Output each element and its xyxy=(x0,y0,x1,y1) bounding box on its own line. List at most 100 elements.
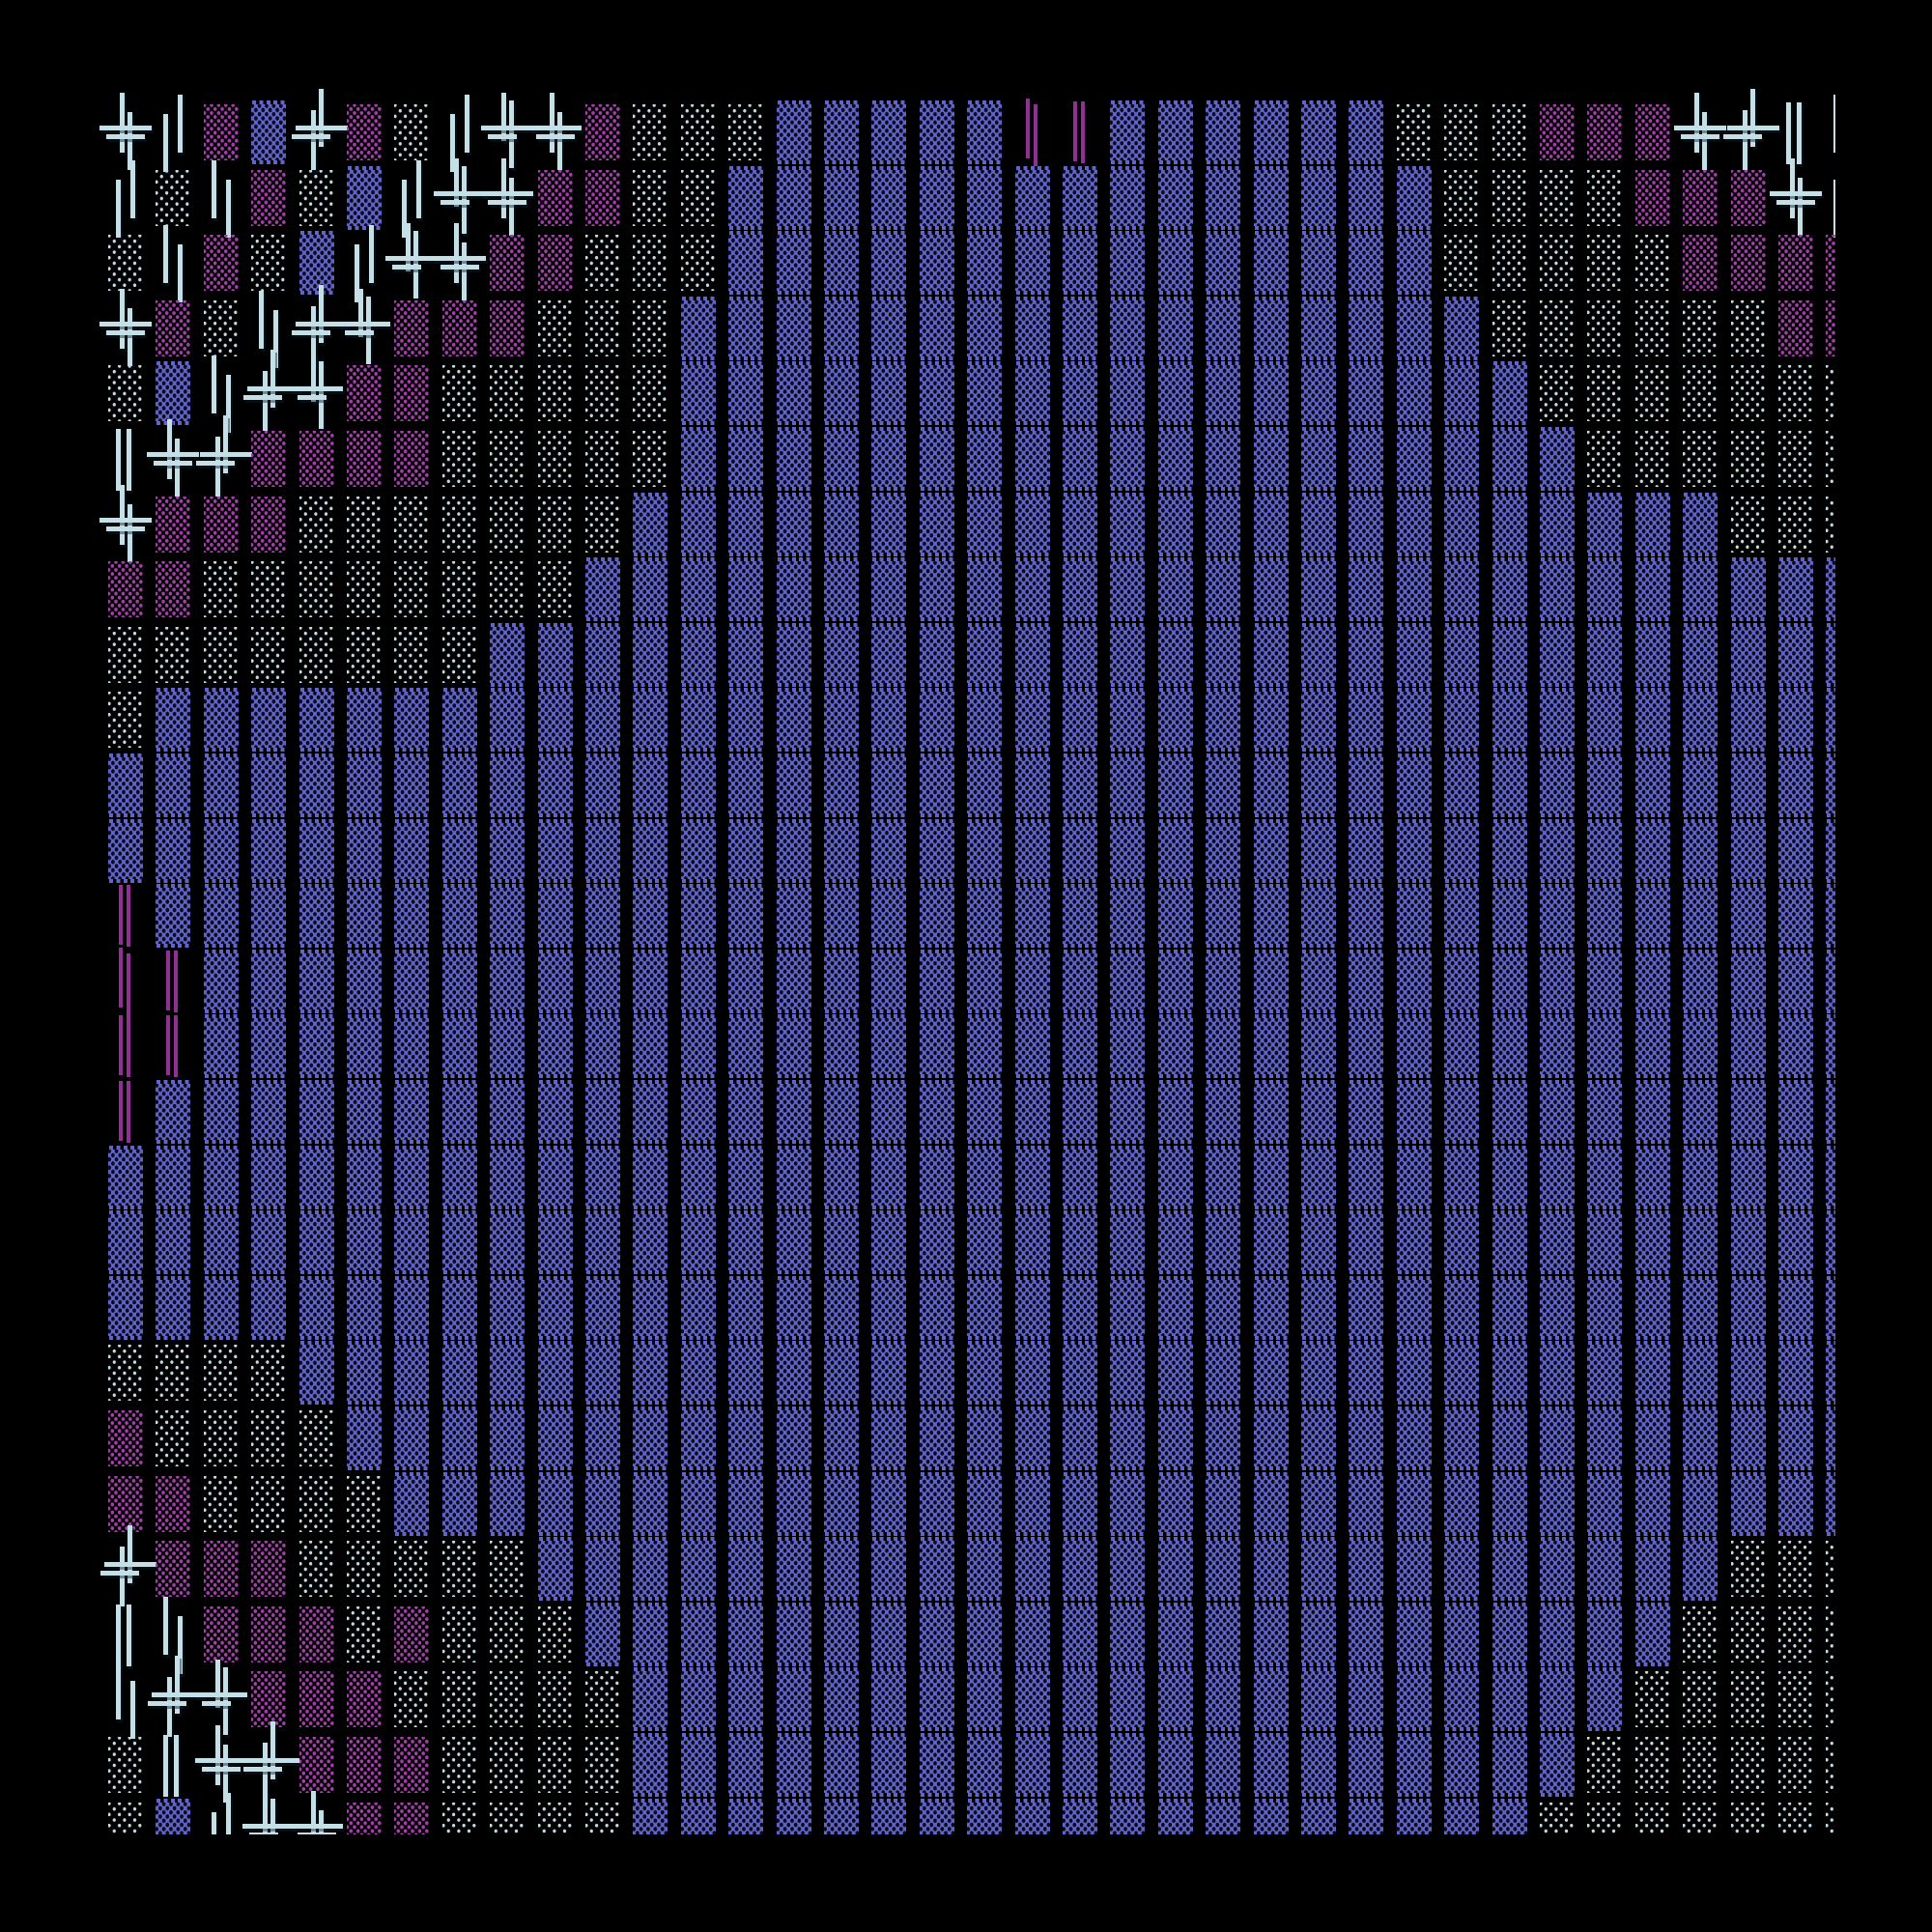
slate-weave-cell xyxy=(967,1733,1003,1797)
purple-dot-cell xyxy=(108,561,143,618)
cross-bar xyxy=(214,1660,220,1709)
cross-bar xyxy=(120,1547,125,1607)
slate-weave-cell xyxy=(680,1602,716,1666)
slate-weave-cell xyxy=(1301,1471,1336,1536)
light-dot-cell xyxy=(441,1737,477,1793)
slate-weave-cell xyxy=(919,949,954,1013)
light-cross-glyph xyxy=(481,157,534,236)
slate-weave-cell xyxy=(1492,1406,1527,1470)
slate-weave-cell xyxy=(776,1210,811,1275)
cross-bar xyxy=(556,112,562,170)
cross-bar xyxy=(406,223,412,272)
slate-weave-cell xyxy=(919,1014,954,1079)
slate-weave-cell xyxy=(776,1145,811,1209)
slate-weave-cell xyxy=(1014,1080,1050,1144)
slate-weave-cell xyxy=(728,1537,764,1602)
slate-weave-cell xyxy=(824,1798,859,1834)
light-dot-cell xyxy=(441,1671,477,1728)
slate-weave-cell xyxy=(967,688,1003,753)
light-line-pair-glyph xyxy=(108,159,143,238)
light-dot-cell xyxy=(585,496,620,553)
light-dot-cell xyxy=(1778,365,1813,422)
slate-weave-cell xyxy=(1587,1080,1623,1144)
light-dot-cell xyxy=(1826,1671,1835,1728)
slate-weave-cell xyxy=(585,1537,620,1602)
purple-dot-cell xyxy=(347,365,382,422)
slate-weave-cell xyxy=(824,1145,859,1209)
slate-weave-cell xyxy=(824,1210,859,1275)
cross-bar xyxy=(199,452,252,457)
slate-weave-cell xyxy=(1396,296,1432,360)
vertical-bar xyxy=(130,159,135,218)
slate-weave-cell xyxy=(1253,1733,1289,1797)
slate-weave-cell xyxy=(824,818,859,883)
slate-weave-cell xyxy=(1157,492,1193,556)
slate-weave-cell xyxy=(1730,753,1766,817)
slate-weave-cell xyxy=(1063,818,1097,883)
slate-weave-cell xyxy=(919,1406,954,1470)
slate-weave-cell xyxy=(1206,1210,1241,1275)
slate-weave-cell xyxy=(633,1667,668,1732)
slate-weave-cell xyxy=(1587,1471,1623,1536)
slate-weave-cell xyxy=(1301,688,1336,753)
vertical-bar xyxy=(178,1615,184,1674)
slate-weave-cell xyxy=(1014,753,1050,817)
slate-weave-cell xyxy=(1492,1537,1527,1602)
slate-weave-cell xyxy=(728,492,764,556)
slate-weave-cell xyxy=(967,818,1003,883)
slate-weave-cell xyxy=(1683,753,1719,817)
slate-weave-cell xyxy=(156,1210,191,1275)
slate-weave-cell xyxy=(1301,231,1336,296)
slate-weave-cell xyxy=(967,1537,1003,1602)
slate-weave-cell xyxy=(633,884,668,949)
slate-weave-cell xyxy=(156,753,191,817)
slate-weave-cell xyxy=(1444,1471,1480,1536)
light-dot-cell xyxy=(251,626,287,683)
slate-weave-cell xyxy=(1540,1471,1575,1536)
slate-weave-cell xyxy=(251,753,287,817)
slate-weave-cell xyxy=(537,622,573,687)
light-dot-cell xyxy=(1634,1737,1670,1793)
slate-weave-cell xyxy=(203,1145,239,1209)
slate-weave-cell xyxy=(776,361,811,426)
slate-weave-cell xyxy=(1110,1341,1146,1406)
slate-weave-cell xyxy=(1634,688,1670,753)
slate-weave-cell xyxy=(1253,165,1289,230)
light-dot-cell xyxy=(633,235,668,292)
light-dot-cell xyxy=(1730,1605,1766,1662)
slate-weave-cell xyxy=(919,1210,954,1275)
light-dot-cell xyxy=(1444,104,1480,160)
vertical-bar xyxy=(369,225,374,284)
light-dot-cell xyxy=(1778,431,1813,487)
slate-weave-cell xyxy=(1301,1667,1336,1732)
slate-weave-cell xyxy=(585,1014,620,1079)
light-dot-cell xyxy=(298,561,334,618)
cross-bar xyxy=(106,329,145,335)
slate-weave-cell xyxy=(1157,1537,1193,1602)
slate-weave-cell xyxy=(1349,622,1384,687)
purple-line-pair-glyph xyxy=(108,885,143,948)
slate-weave-cell xyxy=(776,296,811,360)
slate-weave-cell xyxy=(1396,688,1432,753)
slate-weave-cell xyxy=(919,1275,954,1340)
slate-weave-cell xyxy=(1587,1406,1623,1470)
light-dot-cell xyxy=(1634,1671,1670,1728)
light-dot-cell xyxy=(680,104,716,160)
slate-weave-cell xyxy=(537,1210,573,1275)
slate-weave-cell xyxy=(680,1014,716,1079)
slate-weave-cell xyxy=(203,1210,239,1275)
slate-weave-cell xyxy=(441,1341,477,1406)
slate-weave-cell xyxy=(1301,296,1336,360)
vertical-bar xyxy=(1833,95,1835,153)
vertical-bar xyxy=(174,950,179,1012)
slate-weave-cell xyxy=(1014,622,1050,687)
cross-bar xyxy=(295,321,348,327)
slate-weave-cell xyxy=(1396,1798,1432,1834)
slate-weave-cell xyxy=(1396,753,1432,817)
slate-weave-cell xyxy=(156,361,191,426)
slate-weave-cell xyxy=(1206,949,1241,1013)
slate-weave-cell xyxy=(919,557,954,622)
slate-weave-cell xyxy=(680,949,716,1013)
slate-weave-cell xyxy=(1540,622,1575,687)
slate-weave-cell xyxy=(251,1014,287,1079)
